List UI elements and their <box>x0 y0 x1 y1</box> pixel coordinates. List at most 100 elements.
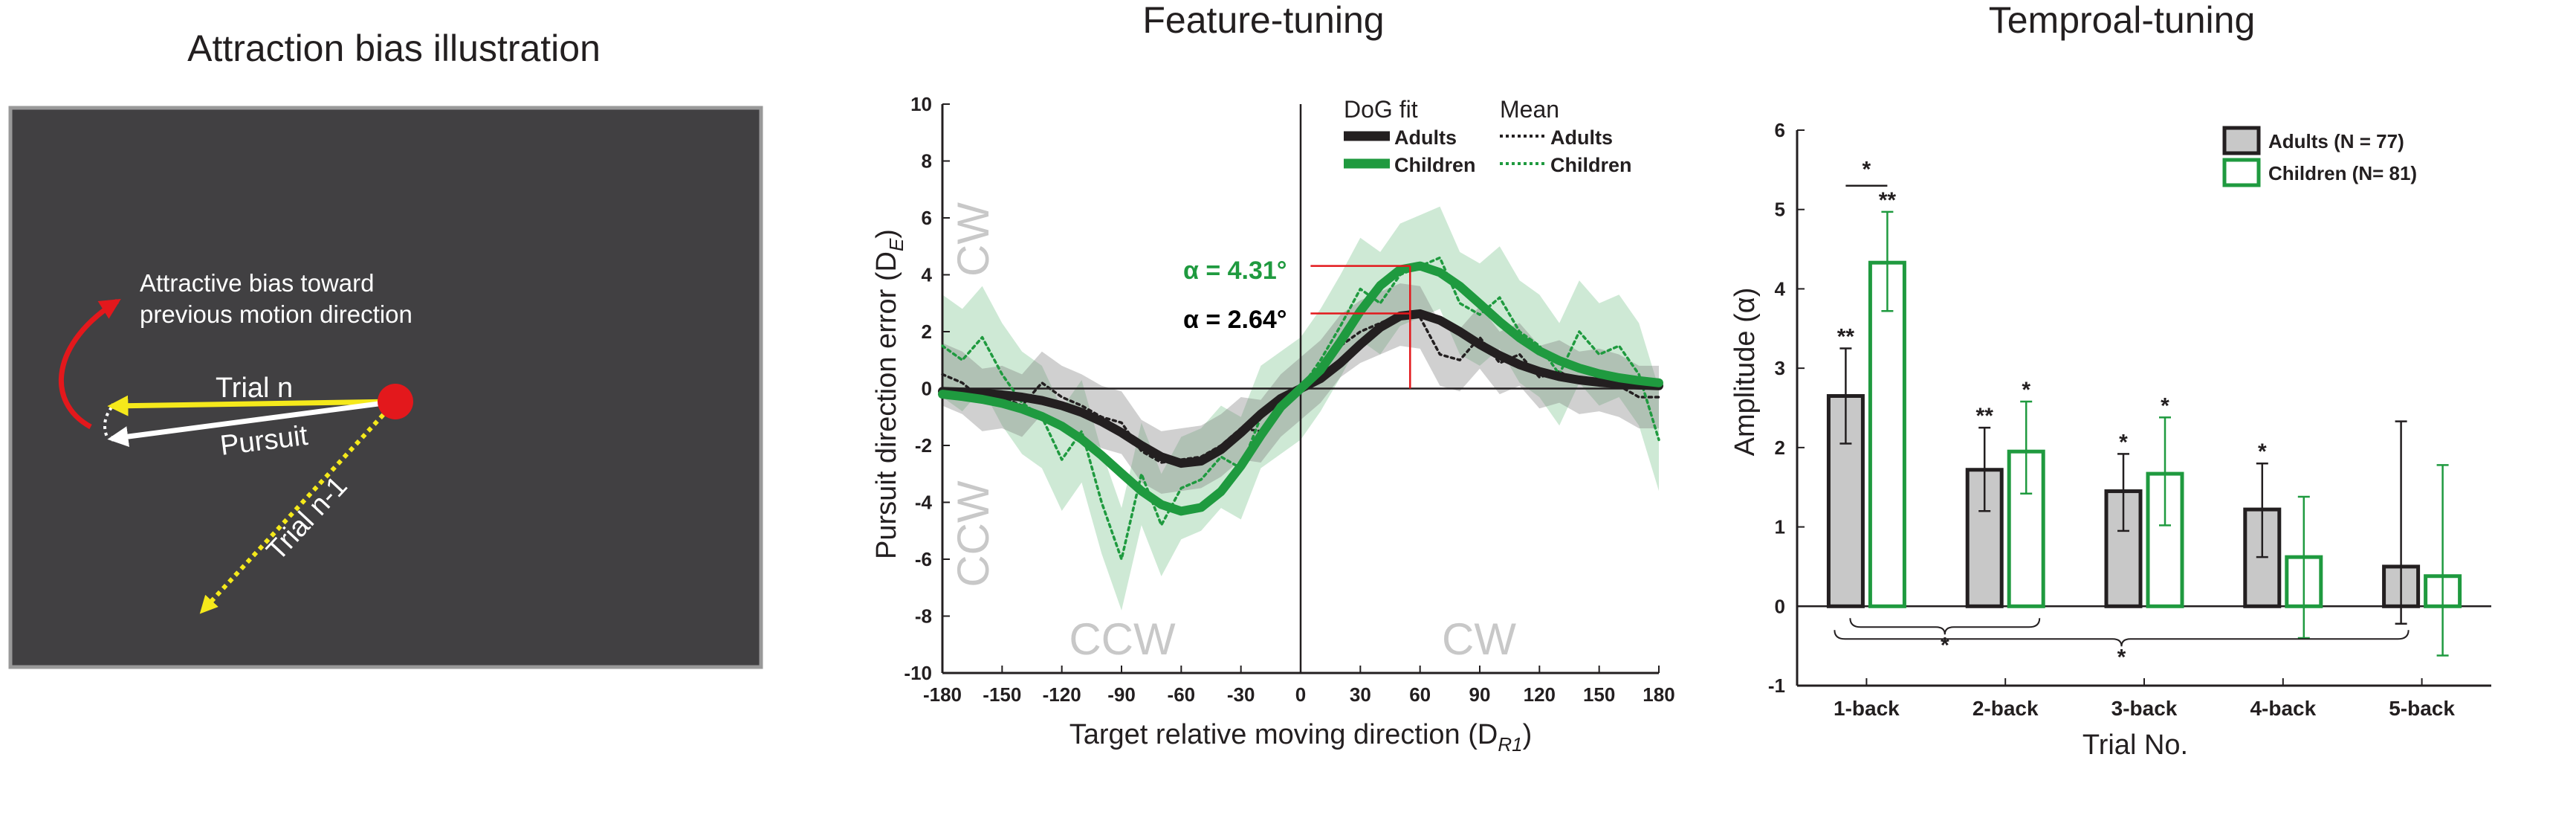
region-cw-left: CW <box>948 202 998 277</box>
legend-mean-adults-label: Adults <box>1550 126 1613 149</box>
temporal-tuning-chart: Temproal-tuning ***** ***** -101234561-ba… <box>1729 0 2491 761</box>
feature-xlabel-main: Target relative moving direction (D <box>1069 719 1498 750</box>
target-dot <box>378 384 413 419</box>
feature-ytick-label: -8 <box>915 605 932 628</box>
feature-xtick-label: 120 <box>1524 683 1556 706</box>
temporal-significance: ** <box>1879 188 1897 213</box>
bias-label-line1: Attractive bias toward <box>140 269 374 297</box>
feature-xtick-label: -150 <box>983 683 1021 706</box>
legend-adults-swatch <box>2222 126 2261 155</box>
feature-xtick-label: -90 <box>1107 683 1136 706</box>
temporal-ytick-label: 2 <box>1775 437 1785 459</box>
feature-xlabel: Target relative moving direction (DR1) <box>1069 719 1532 756</box>
illustration-title: Attraction bias illustration <box>187 28 601 69</box>
feature-ytick-label: -2 <box>915 434 932 457</box>
bias-label-line2: previous motion direction <box>140 300 412 328</box>
temporal-xtick-label: 3-back <box>2111 697 2178 720</box>
temporal-ytick-label: 4 <box>1775 277 1786 300</box>
feature-xtick-label: 0 <box>1295 683 1306 706</box>
temporal-xtick-label: 1-back <box>1834 697 1900 720</box>
temporal-ylabel: Amplitude (α) <box>1729 288 1761 457</box>
temporal-legend: Adults (N = 77) Children (N= 81) <box>2222 126 2417 187</box>
feature-xtick-label: -120 <box>1043 683 1081 706</box>
pursuit-arrow <box>107 399 396 447</box>
temporal-bar <box>1868 260 1906 608</box>
temporal-ytick-label: 3 <box>1775 357 1785 379</box>
feature-ytick-label: 0 <box>922 378 932 400</box>
temporal-ytick-label: 1 <box>1775 516 1785 538</box>
legend-children-swatch <box>2222 158 2261 187</box>
feature-xtick-label: 180 <box>1643 683 1674 706</box>
annotation-adults-alpha: α = 2.64° <box>1183 306 1287 334</box>
feature-ylabel: Pursuit direction error (DE) <box>871 229 907 559</box>
region-ccw-left: CCW <box>948 480 998 587</box>
annotation-children-alpha: α = 4.31° <box>1183 257 1287 285</box>
legend-mean-header: Mean <box>1500 96 1559 123</box>
feature-legend: DoG fit Mean Adults Children Adults Chil… <box>1344 96 1632 176</box>
feature-xtick-label: -60 <box>1168 683 1196 706</box>
temporal-ytick-label: 0 <box>1775 595 1785 617</box>
trial-n-label: Trial n <box>216 373 293 404</box>
feature-ylabel-main: Pursuit direction error (D <box>871 251 902 559</box>
feature-ytick-label: -10 <box>904 662 932 684</box>
feature-xtick-label: 150 <box>1583 683 1615 706</box>
feature-title: Feature-tuning <box>1142 0 1384 41</box>
region-cw-bottom: CW <box>1442 614 1516 664</box>
temporal-xtick-label: 2-back <box>1973 697 2039 720</box>
feature-xlabel-sub: R1 <box>1498 733 1522 756</box>
temporal-xtick-label: 4-back <box>2250 697 2316 720</box>
feature-xlabel-end: ) <box>1523 719 1533 750</box>
temporal-significance: * <box>2119 430 2128 454</box>
feature-ylabel-end: ) <box>871 229 902 239</box>
temporal-significance: ** <box>1976 404 1994 428</box>
trial-n1-arrow <box>199 399 398 614</box>
legend-children-label: Children (N= 81) <box>2268 162 2417 184</box>
temporal-comparisons: ** * <box>1834 158 2410 669</box>
feature-ytick-label: -4 <box>915 492 933 514</box>
feature-xtick-label: -180 <box>923 683 962 706</box>
legend-fit-children-label: Children <box>1394 154 1476 176</box>
temporal-significance: * <box>2161 393 2169 418</box>
feature-ticks: -180 -150 -120 -90 -60 -30 0 30 60 90 120 150 180-10… <box>904 93 1674 706</box>
feature-ytick-label: 10 <box>910 93 932 115</box>
feature-tuning-chart: Feature-tuning CW CCW CCW CW -180 -150 -12… <box>871 0 1675 756</box>
legend-fit-adults-label: Adults <box>1394 126 1457 149</box>
temporal-ytick-label: 5 <box>1775 199 1785 221</box>
comparison-sig: * <box>1941 633 1949 657</box>
temporal-significance: * <box>2258 439 2267 464</box>
temporal-bars: ***** ***** <box>1826 188 2462 657</box>
comparison-sig: * <box>2117 645 2126 669</box>
legend-adults-label: Adults (N = 77) <box>2268 130 2404 152</box>
feature-ylabel-sub: E <box>885 238 907 251</box>
temporal-xlabel: Trial No. <box>2083 730 2188 761</box>
feature-ytick-label: -6 <box>915 548 932 570</box>
legend-fit-header: DoG fit <box>1344 96 1418 123</box>
region-ccw-bottom: CCW <box>1069 614 1176 664</box>
feature-ytick-label: 2 <box>922 321 932 343</box>
feature-ytick-label: 8 <box>922 150 932 173</box>
temporal-significance: ** <box>1837 324 1855 349</box>
legend-mean-children-label: Children <box>1550 154 1632 176</box>
temporal-significance: * <box>2022 378 2030 402</box>
trial-n-arrow <box>107 395 396 416</box>
feature-ytick-label: 4 <box>922 264 933 286</box>
temporal-ytick-label: 6 <box>1775 119 1785 141</box>
brace-1back-2back <box>1849 618 2041 635</box>
feature-ytick-label: 6 <box>922 207 932 229</box>
temporal-xtick-label: 5-back <box>2389 697 2455 720</box>
brace-1back-5back <box>1834 630 2410 647</box>
feature-xtick-label: -30 <box>1227 683 1255 706</box>
bias-arrow-icon <box>58 299 121 430</box>
alpha-guide-lines <box>1310 265 1411 389</box>
feature-xtick-label: 60 <box>1409 683 1431 706</box>
temporal-ticks: -1 0 1 2 3 4 5 6 1-back 2-back 3-back 4-back 5-back <box>1768 119 2456 720</box>
feature-marks <box>938 256 1663 561</box>
temporal-ytick-label: -1 <box>1768 674 1785 697</box>
comparison-sig: * <box>1863 158 1871 182</box>
feature-xtick-label: 90 <box>1469 683 1491 706</box>
temporal-title: Temproal-tuning <box>1989 0 2256 41</box>
children-fit-line <box>938 261 1663 516</box>
panel-illustration: Attraction bias illustration Attractive … <box>8 28 763 669</box>
feature-xtick-label: 30 <box>1350 683 1371 706</box>
